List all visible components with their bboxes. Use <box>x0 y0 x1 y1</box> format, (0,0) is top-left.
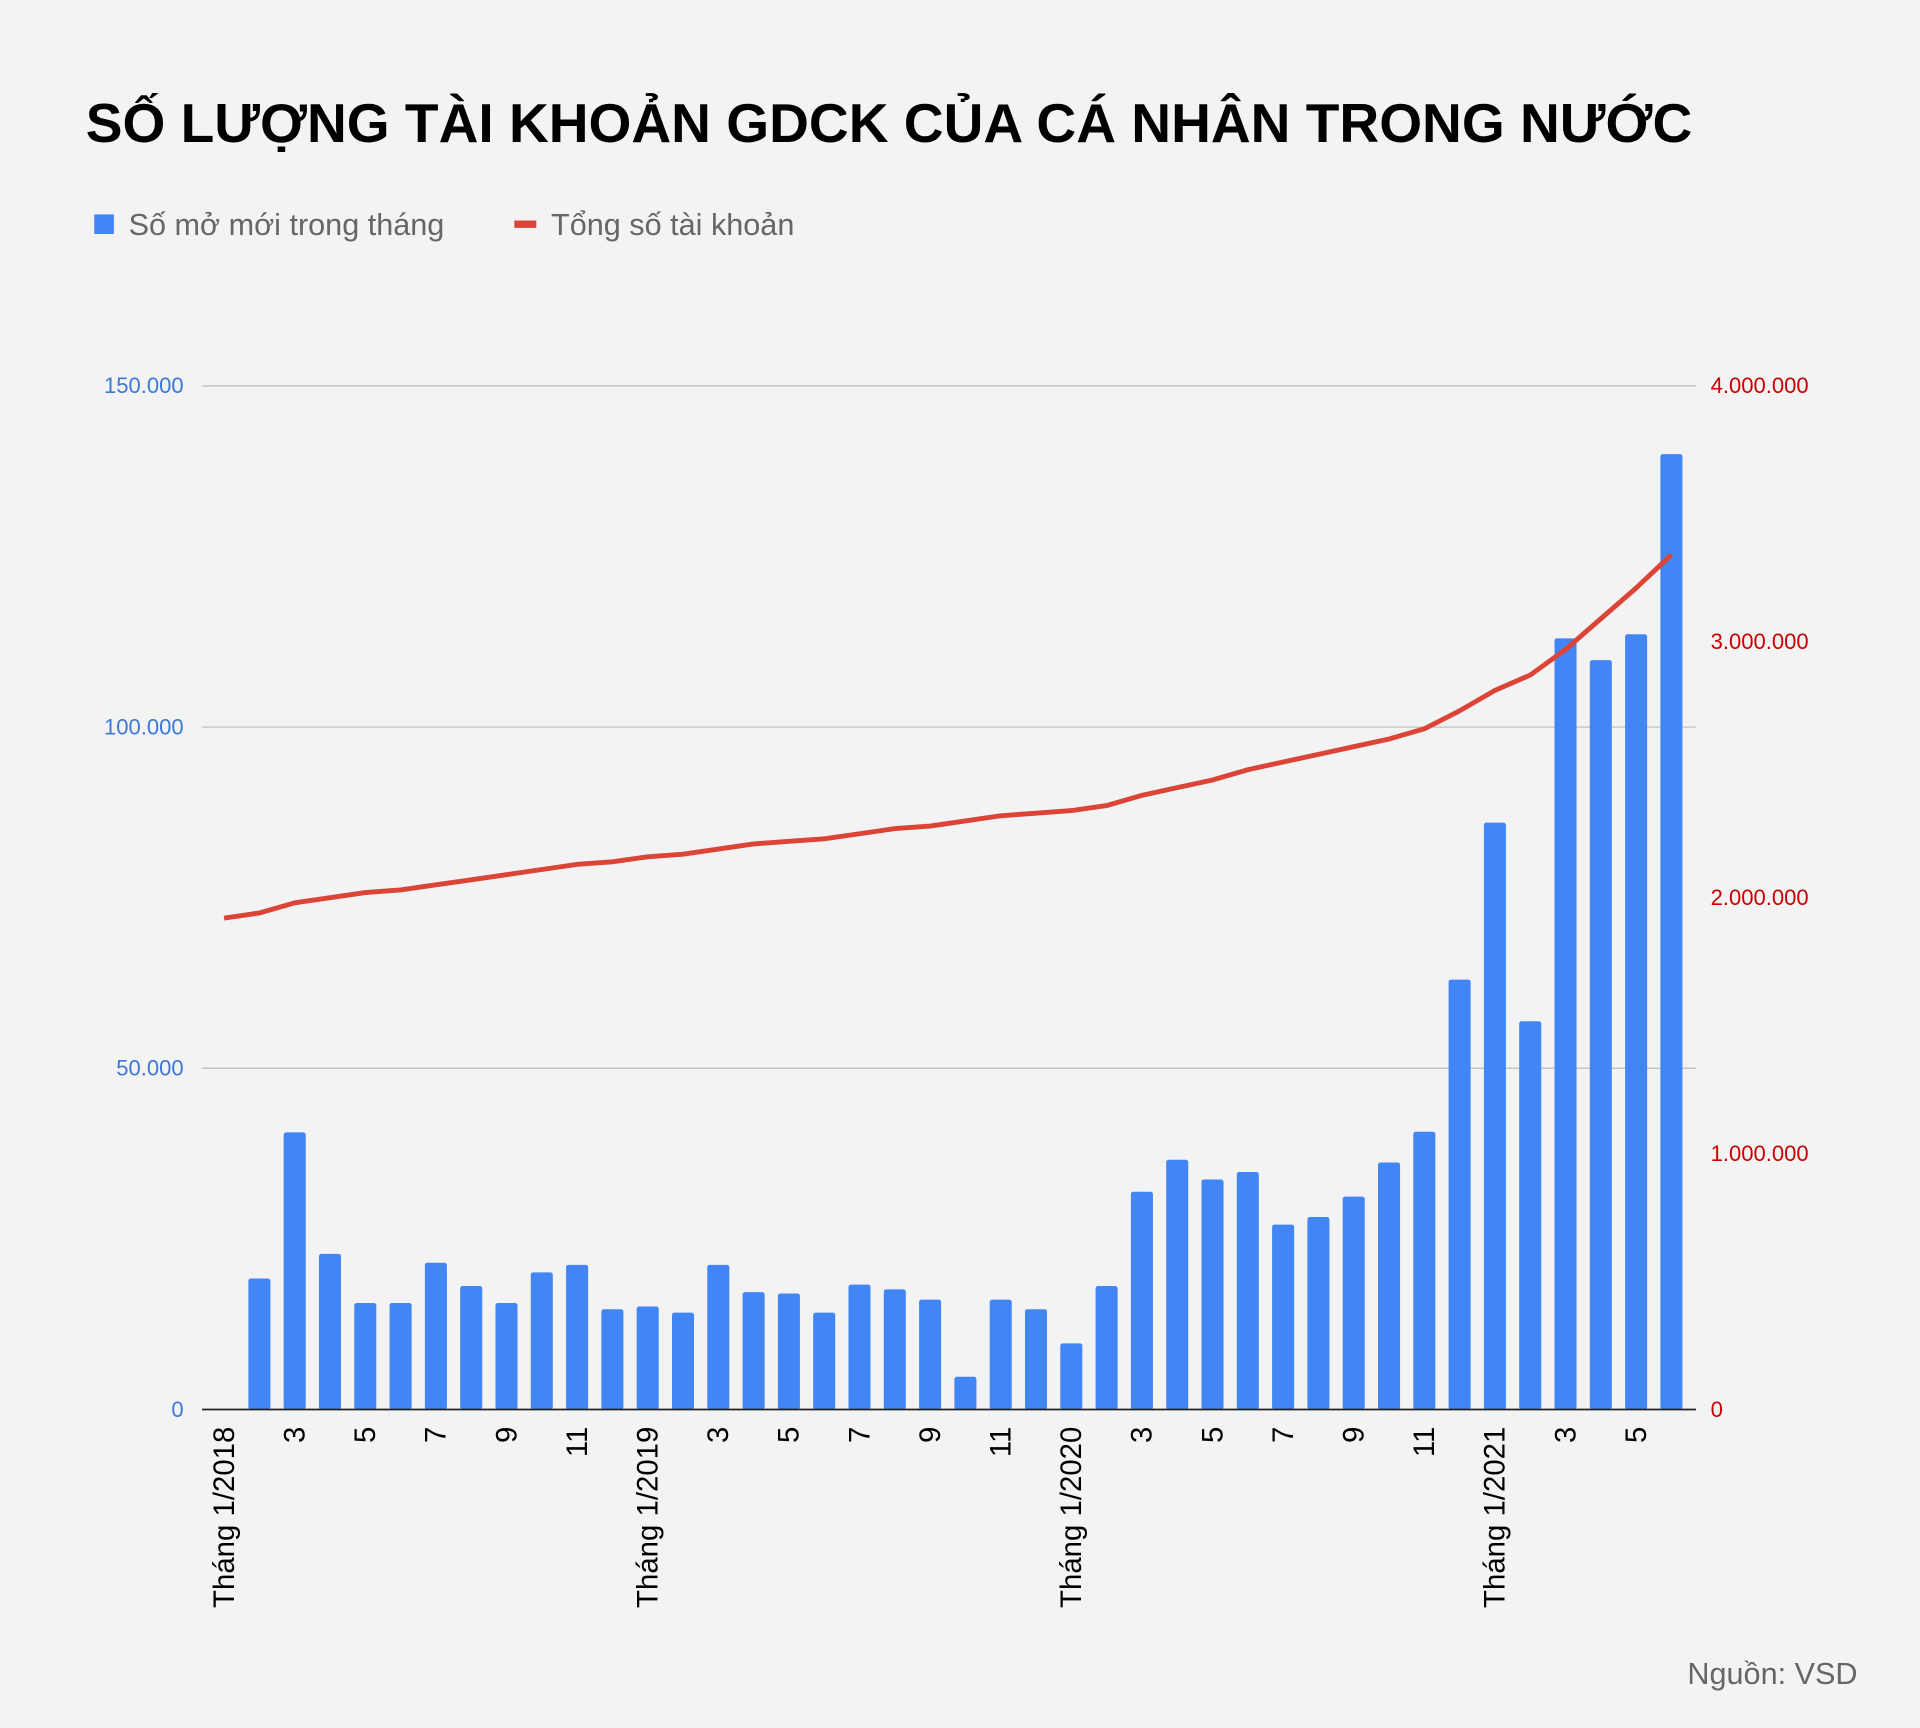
x-axis-tick-label: 7 <box>1267 1427 1300 1443</box>
source-note: Nguồn: VSD <box>1687 1657 1857 1691</box>
bar <box>318 1253 342 1410</box>
x-axis-tick-label: 3 <box>702 1427 735 1443</box>
x-axis-tick-label: 11 <box>1408 1427 1441 1458</box>
bar <box>601 1309 624 1410</box>
x-axis-tick-label: 3 <box>278 1427 311 1443</box>
x-axis-tick-label: 9 <box>914 1427 947 1443</box>
x-axis-tick-label: Tháng 1/2021 <box>1479 1427 1512 1608</box>
x-axis-tick-label: 11 <box>561 1427 594 1458</box>
total-accounts-line <box>223 552 1674 921</box>
legend-bar-label: Số mở mới trong tháng <box>129 208 445 242</box>
x-axis-tick-label: Tháng 1/2018 <box>208 1427 241 1608</box>
bar <box>1095 1285 1118 1410</box>
left-axis-tick-label: 100.000 <box>104 714 184 739</box>
bar <box>1201 1179 1224 1410</box>
bar <box>1166 1159 1189 1410</box>
legend: Số mở mới trong tháng Tổng số tài khoản <box>94 208 794 242</box>
bar <box>954 1376 977 1410</box>
right-axis-tick-label: 4.000.000 <box>1711 373 1809 398</box>
x-axis-tick-label: 3 <box>1126 1427 1159 1443</box>
legend-line-label: Tổng số tài khoản <box>551 208 794 242</box>
x-axis-tick-label: 7 <box>843 1427 876 1443</box>
bar <box>777 1293 800 1410</box>
legend-bar-swatch <box>94 214 114 234</box>
right-axis-tick-label: 3.000.000 <box>1711 629 1809 654</box>
bar <box>1448 979 1471 1410</box>
bar <box>389 1303 412 1410</box>
bar <box>495 1303 518 1410</box>
bar <box>671 1312 695 1410</box>
bar <box>989 1299 1012 1410</box>
bar <box>1060 1343 1083 1410</box>
x-axis-tick-label: 5 <box>1620 1427 1653 1443</box>
bar <box>1307 1217 1330 1410</box>
bar <box>1377 1162 1401 1410</box>
chart-title: SỐ LƯỢNG TÀI KHOẢN GDCK CỦA CÁ NHÂN TRON… <box>86 92 1693 154</box>
bar <box>636 1306 659 1410</box>
bar <box>1413 1131 1436 1410</box>
x-axis-tick-label: 3 <box>1549 1427 1582 1443</box>
bar <box>1625 634 1648 1410</box>
right-axis-tick-label: 0 <box>1711 1397 1723 1422</box>
x-axis-tick-label: 5 <box>773 1427 806 1443</box>
bar <box>1483 822 1506 1410</box>
bar <box>1342 1196 1365 1410</box>
bar <box>1024 1309 1048 1410</box>
bar <box>883 1289 906 1410</box>
x-axis-tick-label: 9 <box>1338 1427 1371 1443</box>
x-axis-tick-label: 5 <box>349 1427 382 1443</box>
bar <box>248 1278 271 1410</box>
bar <box>566 1264 589 1410</box>
bar <box>707 1264 730 1410</box>
bar <box>813 1312 836 1410</box>
bar <box>742 1292 765 1410</box>
bar <box>1554 638 1577 1410</box>
bar <box>848 1284 871 1410</box>
x-axis-tick-label: Tháng 1/2019 <box>631 1427 664 1608</box>
x-axis-tick-label: 7 <box>420 1427 453 1443</box>
bar <box>1589 660 1612 1410</box>
bar <box>1236 1172 1259 1410</box>
bar <box>354 1303 377 1410</box>
legend-line-swatch <box>514 220 537 228</box>
x-axis-tick-label: 9 <box>490 1427 523 1443</box>
bar <box>1130 1191 1153 1410</box>
bar <box>1660 454 1683 1410</box>
right-axis-tick-label: 2.000.000 <box>1711 885 1809 910</box>
bar <box>919 1299 942 1410</box>
x-axis-tick-label: 11 <box>985 1427 1018 1458</box>
left-axis-tick-label: 150.000 <box>104 373 184 398</box>
right-axis-tick-label: 1.000.000 <box>1711 1141 1809 1166</box>
left-axis-tick-label: 50.000 <box>116 1056 183 1081</box>
x-axis-tick-label: 5 <box>1196 1427 1229 1443</box>
bar <box>1272 1224 1295 1410</box>
bar <box>530 1272 553 1410</box>
bar <box>283 1132 306 1410</box>
x-axis-tick-label: Tháng 1/2020 <box>1055 1427 1088 1608</box>
bar <box>1519 1021 1542 1410</box>
bar <box>424 1262 447 1410</box>
left-axis-tick-label: 0 <box>171 1397 183 1422</box>
bar <box>460 1285 483 1410</box>
